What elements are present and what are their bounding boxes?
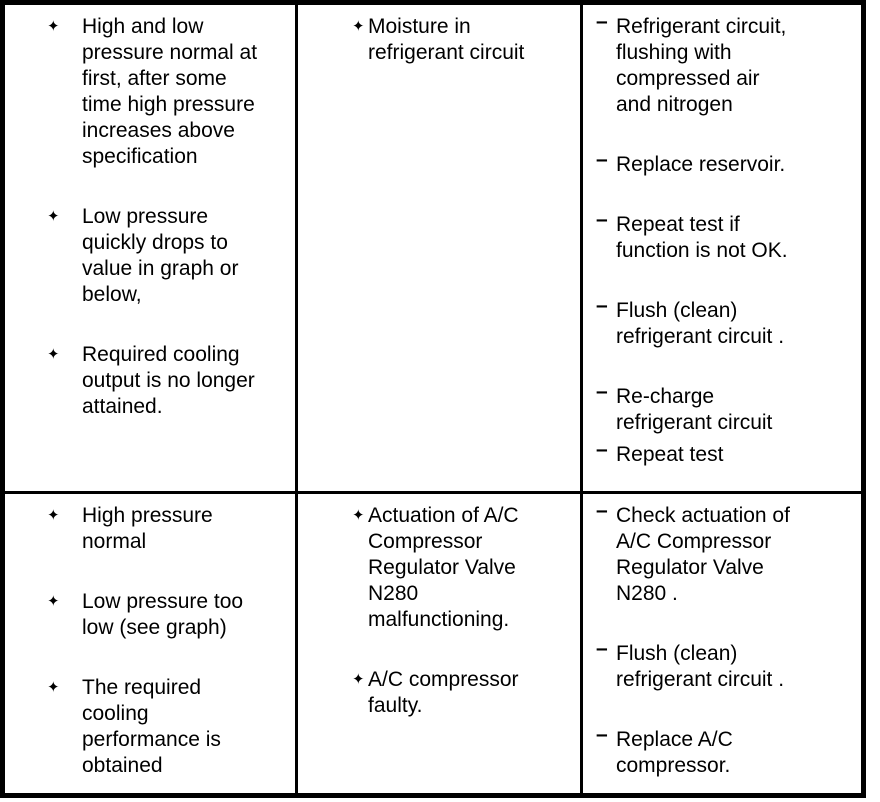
list-item-text: Check actuation of A/C Compressor Regula… bbox=[616, 504, 790, 605]
list-item: ✦ High pressure normal bbox=[47, 503, 289, 555]
list-item-text: Flush (clean) refrigerant circuit . bbox=[616, 299, 785, 348]
diamond-bullet-icon: ✦ bbox=[352, 671, 365, 688]
list-item-text: Refrigerant circuit, flushing with compr… bbox=[616, 15, 787, 116]
list-item-text: High pressure normal bbox=[82, 504, 213, 553]
list-item: ✦ Low pressure too low (see graph) bbox=[47, 589, 289, 641]
diamond-bullet-icon: ✦ bbox=[352, 507, 365, 524]
list-item: – Replace reservoir. bbox=[596, 148, 855, 178]
list-item-text: A/C compressor faulty. bbox=[368, 668, 519, 717]
list-item-text: Low pressure quickly drops to value in g… bbox=[82, 205, 239, 306]
dash-bullet-icon: – bbox=[596, 723, 608, 746]
table-cell-symptoms-row2: ✦ High pressure normal ✦ Low pressure too l… bbox=[5, 494, 298, 793]
list-item: – Repeat test bbox=[596, 438, 855, 468]
list-item-text: Replace A/C compressor. bbox=[616, 728, 733, 777]
list-item-text: Re-charge refrigerant circuit bbox=[616, 385, 773, 434]
list-item-text: Flush (clean) refrigerant circuit . bbox=[616, 642, 785, 691]
list-item: ✦ Actuation of A/C Compressor Regulator V… bbox=[352, 503, 574, 633]
diamond-bullet-icon: ✦ bbox=[47, 208, 60, 225]
dash-bullet-icon: – bbox=[596, 294, 608, 317]
list-item: – Flush (clean) refrigerant circuit . bbox=[596, 294, 855, 350]
list-item-text: Replace reservoir. bbox=[616, 153, 786, 176]
table-cell-causes-row2: ✦ Actuation of A/C Compressor Regulator V… bbox=[298, 494, 583, 793]
list-item-text: Actuation of A/C Compressor Regulator Va… bbox=[368, 504, 519, 631]
list-item: – Repeat test if function is not OK. bbox=[596, 208, 855, 264]
dash-bullet-icon: – bbox=[596, 499, 608, 522]
table-cell-remedies-row1: – Refrigerant circuit, flushing with comp… bbox=[583, 5, 861, 494]
list-item: – Refrigerant circuit, flushing with comp… bbox=[596, 10, 855, 118]
dash-bullet-icon: – bbox=[596, 208, 608, 231]
table-cell-symptoms-row1: ✦ High and low pressure normal at first, … bbox=[5, 5, 298, 494]
diamond-bullet-icon: ✦ bbox=[47, 346, 60, 363]
troubleshooting-table: ✦ High and low pressure normal at first, … bbox=[0, 0, 866, 798]
dash-bullet-icon: – bbox=[596, 10, 608, 33]
dash-bullet-icon: – bbox=[596, 637, 608, 660]
diamond-bullet-icon: ✦ bbox=[47, 679, 60, 696]
list-item-text: Low pressure too low (see graph) bbox=[82, 590, 244, 639]
list-item: ✦ Moisture in refrigerant circuit bbox=[352, 14, 574, 66]
list-item: ✦ Required cooling output is no longer at… bbox=[47, 342, 289, 420]
diamond-bullet-icon: ✦ bbox=[47, 18, 60, 35]
dash-bullet-icon: – bbox=[596, 380, 608, 403]
list-item-text: Repeat test bbox=[616, 443, 724, 466]
list-item: ✦ High and low pressure normal at first, … bbox=[47, 14, 289, 170]
table-cell-remedies-row2: – Check actuation of A/C Compressor Regul… bbox=[583, 494, 861, 793]
list-item: ✦ The required cooling performance is obt… bbox=[47, 675, 289, 779]
list-item-text: The required cooling performance is obta… bbox=[82, 676, 221, 777]
diamond-bullet-icon: ✦ bbox=[47, 593, 60, 610]
diamond-bullet-icon: ✦ bbox=[352, 18, 365, 35]
dash-bullet-icon: – bbox=[596, 438, 608, 461]
list-item: – Re-charge refrigerant circuit bbox=[596, 380, 855, 436]
table-cell-causes-row1: ✦ Moisture in refrigerant circuit bbox=[298, 5, 583, 494]
diamond-bullet-icon: ✦ bbox=[47, 507, 60, 524]
list-item-text: Required cooling output is no longer att… bbox=[82, 343, 255, 418]
list-item-text: Repeat test if function is not OK. bbox=[616, 213, 788, 262]
list-item-text: Moisture in refrigerant circuit bbox=[368, 15, 525, 64]
list-item: – Flush (clean) refrigerant circuit . bbox=[596, 637, 855, 693]
list-item: ✦ Low pressure quickly drops to value in … bbox=[47, 204, 289, 308]
list-item-text: High and low pressure normal at first, a… bbox=[82, 15, 258, 168]
list-item: – Check actuation of A/C Compressor Regul… bbox=[596, 499, 855, 607]
list-item: – Replace A/C compressor. bbox=[596, 723, 855, 779]
dash-bullet-icon: – bbox=[596, 148, 608, 171]
list-item: ✦ A/C compressor faulty. bbox=[352, 667, 574, 719]
